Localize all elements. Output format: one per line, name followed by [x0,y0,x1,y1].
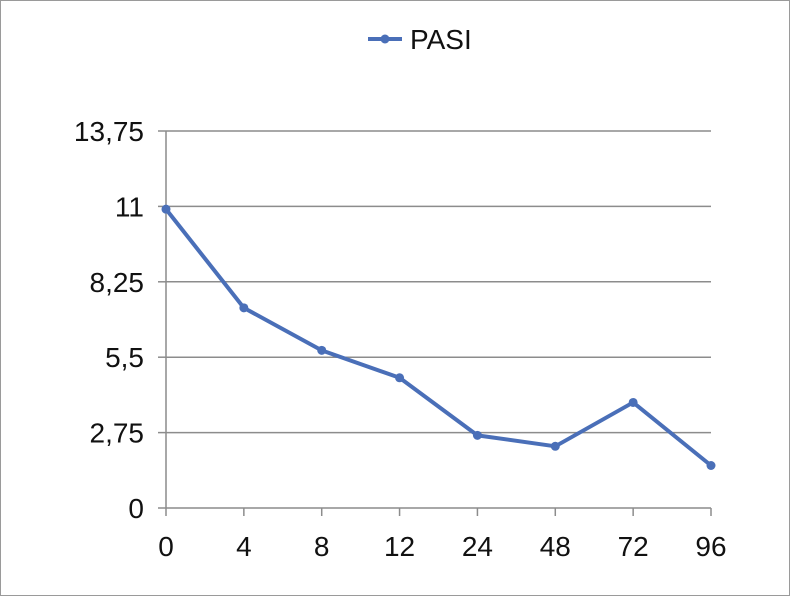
y-tick-label: 2,75 [90,418,145,449]
gridlines [166,130,711,434]
x-tick-label: 8 [314,531,330,562]
axes [158,130,712,516]
series-line [164,207,713,468]
legend-point-marker [380,34,390,44]
data-point [472,430,482,440]
data-point [395,373,405,383]
y-tick-labels: 0 2,75 5,5 8,25 11 13,75 [74,116,144,524]
legend: PASI [368,24,472,55]
y-tick-label: 5,5 [105,342,144,373]
x-tick-label: 48 [540,531,571,562]
data-point [239,303,249,313]
x-tick-labels: 0 4 8 12 24 48 72 96 [158,531,726,562]
x-tick-label: 24 [462,531,493,562]
y-tick-label: 13,75 [74,116,144,147]
x-tick-label: 72 [618,531,649,562]
data-point [550,441,560,451]
x-tick-label: 12 [384,531,415,562]
x-tick-label: 96 [695,531,726,562]
data-point [161,204,171,214]
y-tick-label: 8,25 [90,267,145,298]
series-pasi [161,204,716,471]
y-tick-label: 0 [128,493,144,524]
x-tick-label: 4 [236,531,252,562]
data-point [706,461,716,471]
data-point [628,397,638,407]
legend-label: PASI [410,24,472,55]
data-point [317,345,327,355]
y-tick-label: 11 [115,191,144,222]
x-tick-label: 0 [158,531,174,562]
